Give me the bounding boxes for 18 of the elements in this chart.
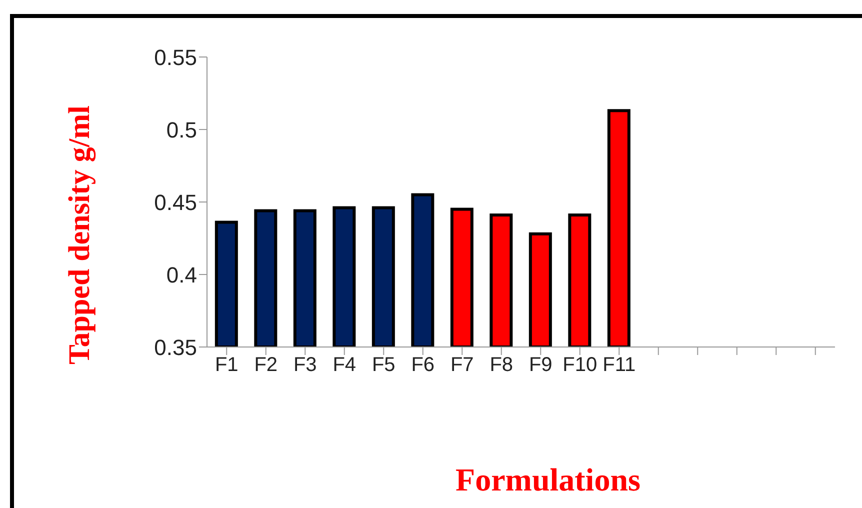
x-axis-title: Formulations bbox=[456, 462, 640, 498]
y-tick-label: 0.4 bbox=[166, 262, 197, 288]
x-tick-label: F10 bbox=[562, 354, 598, 376]
x-tick-label: F5 bbox=[372, 354, 396, 376]
x-tick-label: F4 bbox=[332, 354, 356, 376]
x-tick-label: F11 bbox=[602, 354, 636, 376]
x-tick-label: F2 bbox=[254, 354, 278, 376]
y-tick-label: 0.45 bbox=[154, 190, 197, 215]
y-axis-title: Tapped density g/ml bbox=[63, 106, 97, 364]
y-tick-label: 0.35 bbox=[154, 334, 197, 360]
x-tick-label: F7 bbox=[450, 354, 474, 376]
y-tick-label: 0.55 bbox=[154, 44, 197, 70]
x-tick-label: F3 bbox=[293, 354, 317, 376]
x-tick-label: F8 bbox=[490, 354, 514, 376]
x-tick-label: F9 bbox=[528, 354, 552, 376]
x-tick-label: F6 bbox=[411, 354, 435, 376]
y-tick-label: 0.5 bbox=[166, 117, 197, 142]
x-tick-label: F1 bbox=[214, 354, 238, 376]
